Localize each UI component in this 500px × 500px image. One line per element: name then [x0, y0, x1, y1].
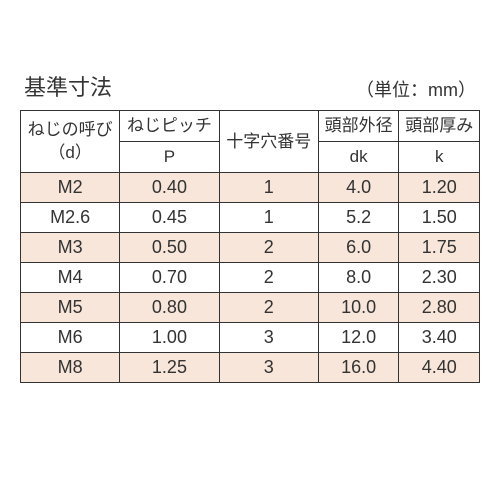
cell: 1	[219, 173, 318, 203]
cell: 1	[219, 203, 318, 233]
col-header-dk-main: 頭部外径	[318, 111, 399, 142]
col-header-main: ねじの呼び	[23, 119, 117, 142]
cell: 2	[219, 293, 318, 323]
cell: 16.0	[318, 353, 399, 383]
table-row: M4 0.70 2 8.0 2.30	[21, 263, 480, 293]
cell: M2.6	[21, 203, 120, 233]
cell: 4.40	[399, 353, 480, 383]
cell: M8	[21, 353, 120, 383]
cell: 3	[219, 323, 318, 353]
cell: 0.45	[120, 203, 219, 233]
cell: 2	[219, 263, 318, 293]
cell: 0.40	[120, 173, 219, 203]
table-title: 基準寸法	[24, 70, 112, 102]
cell: 1.25	[120, 353, 219, 383]
cell: 0.70	[120, 263, 219, 293]
col-header-k-sub: k	[399, 142, 480, 173]
table-header: ねじの呼び （d） ねじピッチ 十字穴番号 頭部外径 頭部厚み P dk k	[21, 111, 480, 173]
cell: M6	[21, 323, 120, 353]
cell: M4	[21, 263, 120, 293]
header-row: 基準寸法 （単位：mm）	[20, 70, 480, 102]
cell: 6.0	[318, 233, 399, 263]
cell: 2	[219, 233, 318, 263]
cell: 5.2	[318, 203, 399, 233]
cell: 4.0	[318, 173, 399, 203]
cell: M5	[21, 293, 120, 323]
col-header-cross: 十字穴番号	[219, 111, 318, 173]
cell: 2.30	[399, 263, 480, 293]
cell: 1.00	[120, 323, 219, 353]
table-row: M6 1.00 3 12.0 3.40	[21, 323, 480, 353]
col-header-k-main: 頭部厚み	[399, 111, 480, 142]
cell: 0.50	[120, 233, 219, 263]
cell: 3	[219, 353, 318, 383]
col-header-sub: （d）	[23, 142, 117, 165]
table-row: M8 1.25 3 16.0 4.40	[21, 353, 480, 383]
col-header-dk-sub: dk	[318, 142, 399, 173]
cell: 3.40	[399, 323, 480, 353]
table-row: M5 0.80 2 10.0 2.80	[21, 293, 480, 323]
col-header-nominal: ねじの呼び （d）	[21, 111, 120, 173]
cell: 0.80	[120, 293, 219, 323]
cell: 1.20	[399, 173, 480, 203]
col-header-pitch-sub: P	[120, 142, 219, 173]
table-body: M2 0.40 1 4.0 1.20 M2.6 0.45 1 5.2 1.50 …	[21, 173, 480, 383]
table-row: M3 0.50 2 6.0 1.75	[21, 233, 480, 263]
cell: M2	[21, 173, 120, 203]
dimensions-table: ねじの呼び （d） ねじピッチ 十字穴番号 頭部外径 頭部厚み P dk k M…	[20, 110, 480, 383]
cell: 8.0	[318, 263, 399, 293]
cell: 1.50	[399, 203, 480, 233]
cell: 2.80	[399, 293, 480, 323]
cell: 10.0	[318, 293, 399, 323]
table-row: M2 0.40 1 4.0 1.20	[21, 173, 480, 203]
cell: M3	[21, 233, 120, 263]
cell: 12.0	[318, 323, 399, 353]
cell: 1.75	[399, 233, 480, 263]
unit-label: （単位：mm）	[356, 76, 476, 102]
col-header-pitch-main: ねじピッチ	[120, 111, 219, 142]
table-row: M2.6 0.45 1 5.2 1.50	[21, 203, 480, 233]
